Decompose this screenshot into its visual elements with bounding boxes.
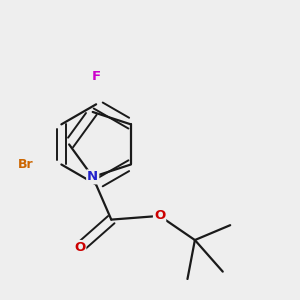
Text: O: O [74,241,85,254]
Text: F: F [92,70,101,83]
Text: N: N [87,170,98,183]
Text: Br: Br [18,158,34,171]
Text: O: O [154,209,165,222]
